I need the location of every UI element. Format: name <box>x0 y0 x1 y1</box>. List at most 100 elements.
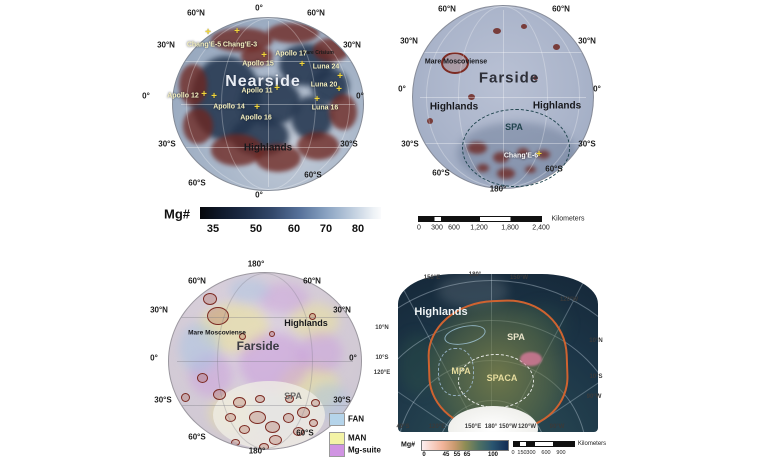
nearside-globe-map <box>172 17 364 191</box>
landing-site-cross: + <box>234 26 240 37</box>
grid-label: 60°N <box>187 8 205 18</box>
legend-swatch-mg-suite <box>329 444 345 457</box>
mg-colorbar-label: Mg# <box>401 441 415 449</box>
grid-label: 30°S <box>333 395 351 405</box>
red-ring <box>309 313 316 320</box>
scalebar <box>513 441 575 447</box>
landing-site-cross: + <box>261 50 267 61</box>
mg-colorbar <box>421 440 509 451</box>
mg-colorbar <box>200 207 381 219</box>
scalebar-tick: 1,800 <box>501 224 519 232</box>
landing-site-cross: + <box>336 84 342 95</box>
farside-geologic-map <box>168 272 362 450</box>
grid-label: 60°N <box>188 276 206 286</box>
change6-label: Chang'E-6 <box>503 152 539 160</box>
site-label: Apollo 16 <box>240 114 272 122</box>
grid-label: 30°N <box>343 40 361 50</box>
grid-label: 60°S <box>304 170 322 180</box>
highlands-label: Highlands <box>243 142 293 154</box>
grid-label: 120°W <box>517 424 537 430</box>
site-label: Apollo 11 <box>241 87 273 95</box>
colorbar-tick: 60 <box>287 223 301 235</box>
site-label: Chang'E-5 <box>186 41 222 49</box>
grid-label: 180° <box>247 259 265 269</box>
grid-label: 30°S <box>158 139 176 149</box>
grid-label: 0° <box>150 353 158 363</box>
landing-site-cross: + <box>337 71 343 82</box>
grid-label: 30°S <box>340 139 358 149</box>
scalebar <box>418 216 542 222</box>
red-ring <box>309 419 318 427</box>
grid-label: 0° <box>593 84 601 94</box>
grid-label: 30°N <box>157 40 175 50</box>
mare-moscoviense-label: Mare Moscoviense <box>188 329 246 337</box>
scalebar-tick: 1,200 <box>470 224 488 232</box>
legend-label-man: MAN <box>348 433 367 443</box>
scalebar-tick: 300 <box>431 224 443 232</box>
colorbar-tick: 80 <box>351 223 365 235</box>
landing-site-cross: + <box>205 27 211 38</box>
grid-label: 0° <box>142 91 150 101</box>
mare-moscoviense-label: Mare Moscoviense <box>424 58 488 66</box>
colorbar-tick: 35 <box>206 223 220 235</box>
farside-title: Farside <box>236 339 280 353</box>
highlands-label: Highlands <box>532 100 582 112</box>
red-ring <box>181 393 190 402</box>
red-ring <box>231 439 240 446</box>
grid-label: 150°E <box>423 275 441 281</box>
highlands-label: Highlands <box>429 101 479 113</box>
grid-label: 10°N <box>375 325 389 331</box>
grid-label: 150°W <box>509 275 529 281</box>
nearside-title: Nearside <box>225 73 301 90</box>
graticule-meridian <box>217 273 313 449</box>
legend-label-mg-suite: Mg-suite <box>348 445 381 455</box>
colorbar-tick: 100 <box>487 452 499 458</box>
colorbar-tick: 0 <box>422 452 426 458</box>
site-label: Luna 20 <box>310 81 338 89</box>
scalebar-tick: 0 <box>511 450 515 456</box>
site-label: Luna 24 <box>312 63 340 71</box>
grid-label: 30°N <box>150 305 168 315</box>
pink-patch <box>520 352 542 366</box>
grid-label: 60°N <box>303 276 321 286</box>
landing-site-cross: + <box>314 94 320 105</box>
spa-label: SPA <box>505 122 523 132</box>
site-label: Apollo 15 <box>242 60 274 68</box>
grid-label: 120°W <box>559 297 579 303</box>
landing-site-cross: + <box>254 102 260 113</box>
grid-label: 30°S <box>578 139 596 149</box>
grid-label: 60°S <box>296 428 314 438</box>
grid-label: 180° <box>484 424 498 430</box>
scalebar-tick: 600 <box>448 224 460 232</box>
grid-label: 30°N <box>400 36 418 46</box>
red-ring <box>311 399 320 407</box>
grid-label: 60°N <box>307 8 325 18</box>
colorbar-tick: 50 <box>249 223 263 235</box>
grid-label: 60°N <box>438 4 456 14</box>
grid-label: 0° <box>255 190 263 200</box>
colorbar-tick: 45 <box>442 452 450 458</box>
grid-label: 150°E <box>464 424 482 430</box>
colorbar-tick: 65 <box>463 452 471 458</box>
farside-globe-map <box>412 5 594 189</box>
graticule-meridian <box>186 18 350 190</box>
farside-title: Farside <box>478 69 540 87</box>
red-ring <box>203 293 217 305</box>
grid-label: 60°S <box>188 432 206 442</box>
site-label: Apollo 17 <box>275 50 307 58</box>
grid-label: 90°W <box>586 394 602 400</box>
grid-label: 40°S <box>396 424 410 430</box>
grid-label: 60°S <box>188 178 206 188</box>
graticule-arc <box>398 280 598 432</box>
legend-swatch-fan <box>329 413 345 426</box>
legend-label-fan: FAN <box>348 414 364 424</box>
landing-site-cross: + <box>274 83 280 94</box>
grid-label: 30°N <box>578 36 596 46</box>
mg-colorbar-label: Mg# <box>164 206 190 222</box>
grid-label: 30°S <box>154 395 172 405</box>
scalebar-tick: 0 <box>417 224 421 232</box>
scalebar-tick: 600 <box>541 450 551 456</box>
site-label: Apollo 12 <box>167 92 199 100</box>
grid-label: 60°S <box>545 164 563 174</box>
